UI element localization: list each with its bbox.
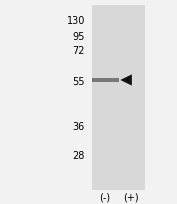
Bar (92, 6, 145, 190)
Text: 28: 28 (73, 150, 85, 160)
Polygon shape (120, 75, 132, 86)
Bar (92, 79, 119, 82)
Text: (-): (-) (99, 192, 110, 202)
Text: 36: 36 (73, 122, 85, 131)
Text: 72: 72 (72, 46, 85, 56)
Text: 55: 55 (72, 77, 85, 86)
Text: 95: 95 (73, 32, 85, 42)
Text: 130: 130 (67, 16, 85, 25)
Text: (+): (+) (123, 192, 139, 202)
